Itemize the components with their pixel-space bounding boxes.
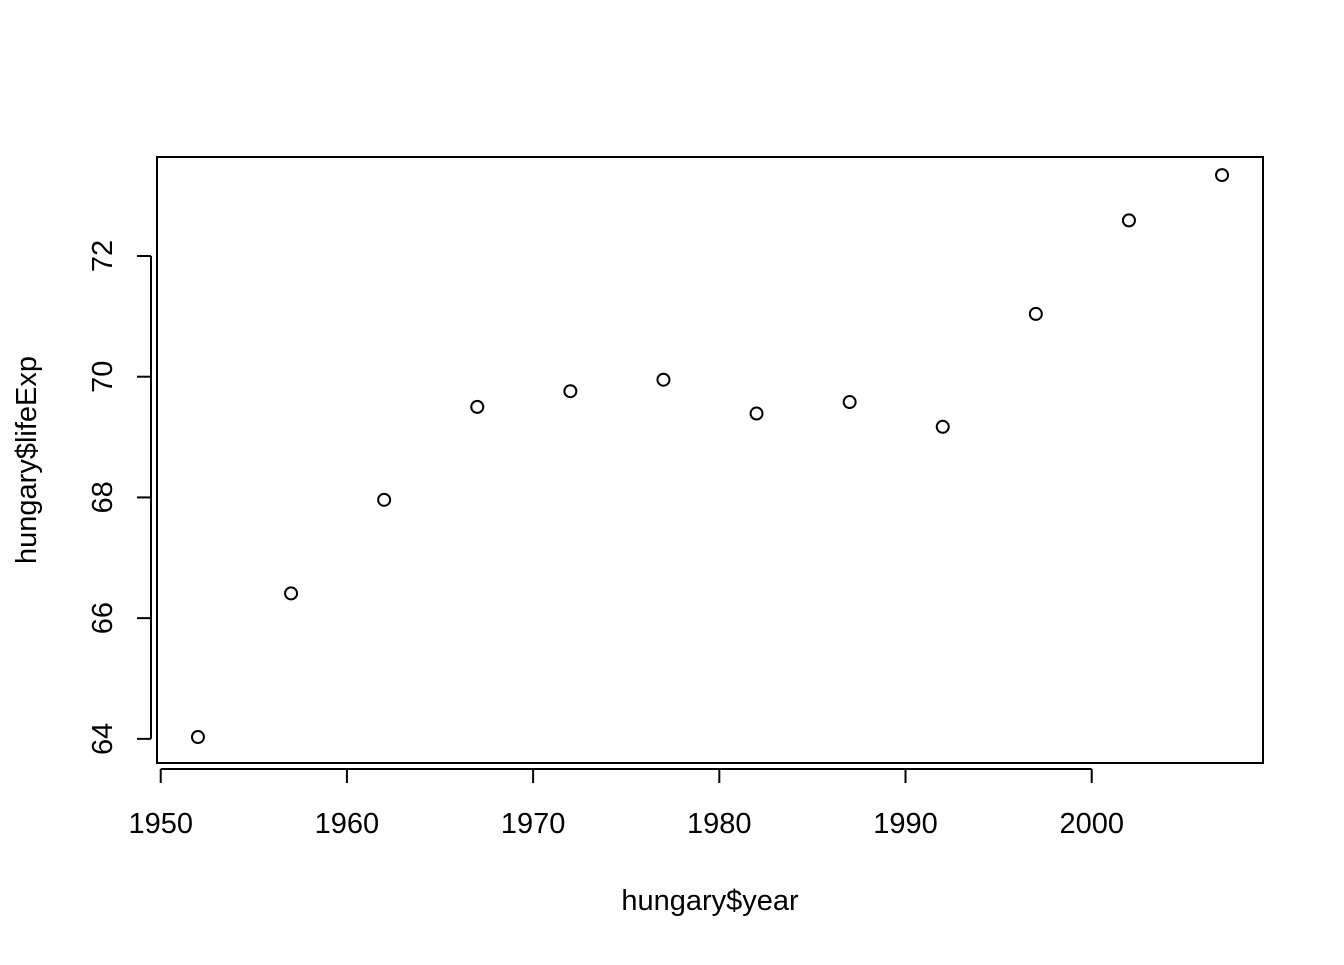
data-point: [563, 384, 578, 399]
y-tick-label: 72: [87, 240, 119, 272]
data-point: [1121, 213, 1136, 228]
x-axis-label: hungary$year: [621, 885, 799, 917]
x-axis: 1950 1960 1970 1980 1990 2000: [128, 768, 1124, 840]
data-point: [1028, 306, 1043, 321]
data-point: [190, 730, 205, 745]
plot-frame: [156, 156, 1264, 764]
data-point: [470, 399, 485, 414]
x-tick-label: 1990: [873, 808, 938, 840]
y-tick-label: 68: [87, 481, 119, 513]
x-tick-label: 1970: [501, 808, 566, 840]
data-point: [749, 406, 764, 421]
data-point: [284, 586, 299, 601]
data-point: [935, 419, 950, 434]
data-points: [190, 168, 1230, 745]
x-tick-label: 1960: [315, 808, 380, 840]
data-point: [656, 372, 671, 387]
data-point: [377, 492, 392, 507]
y-tick-label: 64: [87, 723, 119, 755]
x-tick-label: 2000: [1059, 808, 1124, 840]
y-tick-label: 66: [87, 602, 119, 634]
x-tick-label: 1950: [128, 808, 193, 840]
data-point: [1215, 168, 1230, 183]
y-axis: 64 66 68 70 72: [87, 240, 152, 755]
x-tick-label: 1980: [687, 808, 752, 840]
data-point: [842, 395, 857, 410]
y-tick-label: 70: [87, 361, 119, 393]
y-axis-label: hungary$lifeExp: [11, 356, 43, 564]
